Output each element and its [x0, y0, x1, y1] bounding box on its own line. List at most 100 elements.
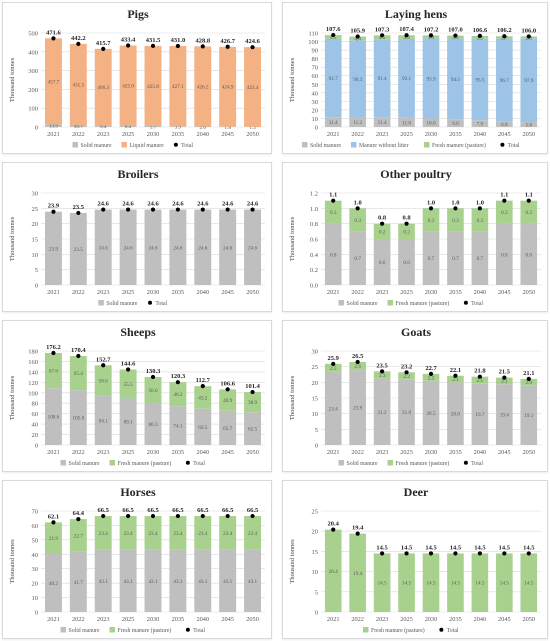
legend-swatch-solid-manure [60, 460, 66, 466]
total-label: 66.5 [172, 507, 184, 514]
y-tick-label: 0 [35, 283, 38, 290]
y-tick-label: 25 [312, 509, 319, 516]
chart-panel-other-poultry: Other poultry 0.0 0.2 0.4 0.6 0.8 1.0 1.2 Thousa… [282, 162, 548, 312]
y-axis-label: Thousand tonnes [289, 216, 296, 261]
data-label: 3.2 [477, 35, 484, 41]
x-tick-label: 2035 [172, 449, 185, 456]
total-point-2023 [101, 363, 106, 368]
y-tick-label: 10 [312, 116, 319, 123]
bar-solid-manure-2022 [69, 551, 87, 612]
data-label: 90.3 [353, 77, 362, 83]
x-tick-label: 2050 [246, 449, 259, 456]
data-label: 62.5 [248, 427, 257, 433]
total-point-2025 [126, 207, 131, 212]
total-point-2023 [101, 207, 106, 212]
total-label: 144.6 [121, 360, 136, 367]
legend-label: Solid manure [346, 461, 378, 467]
bar-fresh-manure-pasture-2025 [398, 223, 415, 239]
data-label: 11.0 [402, 120, 411, 126]
data-label: 5.7 [150, 124, 157, 130]
y-tick-label: 500 [28, 31, 38, 38]
y-tick-label: 10 [32, 595, 39, 602]
bar-manure-without-litter-2045 [496, 38, 513, 122]
total-point-2050 [250, 389, 255, 395]
y-tick-label: 30 [32, 566, 39, 573]
x-tick-label: 2030 [147, 289, 160, 296]
total-point-2030 [150, 43, 156, 48]
y-tick-label: 0 [35, 125, 38, 132]
data-label: 74.1 [173, 424, 182, 430]
y-tick-label: 60 [312, 73, 319, 80]
bar-fresh-manure-pasture-2035 [447, 208, 464, 232]
data-label: 425.0 [122, 83, 134, 89]
total-label: 1.1 [500, 192, 508, 199]
bar-fresh-manure-pasture-2021 [324, 529, 342, 612]
y-axis-label: Thousand tonnes [9, 375, 16, 420]
total-point-2050 [250, 207, 255, 212]
y-tick-label: 30 [312, 349, 319, 356]
y-tick-label: 0.8 [310, 221, 318, 228]
total-label: 23.9 [48, 203, 60, 210]
total-point-2022 [355, 531, 360, 536]
data-label: 0.7 [452, 256, 459, 262]
bar-solid-manure-2045 [219, 209, 237, 285]
y-tick-label: 0.2 [310, 267, 318, 274]
legend-label: Solid manure [346, 301, 378, 307]
legend-swatch-solid-manure [98, 300, 104, 306]
data-label: 97.9 [524, 78, 533, 84]
bar-fresh-manure-pasture-2021 [44, 522, 62, 554]
total-point-2025 [126, 367, 131, 372]
x-tick-label: 2035 [172, 289, 185, 296]
bar-solid-manure-2021 [44, 388, 62, 445]
total-label: 24.6 [147, 201, 159, 208]
bar-fresh-manure-pasture-2045 [496, 377, 513, 385]
chart-panel-goats: Goats 0 5 10 15 20 25 30 Thousand tonnes 23.4 2.5 2… [282, 320, 548, 472]
total-point-2022 [76, 516, 81, 522]
data-label: 65.7 [223, 426, 232, 432]
bar-fresh-manure-pasture-2022 [69, 356, 87, 391]
data-label: 14.5 [500, 581, 509, 587]
chart-panel-laying-hens: Laying hens 0 10 20 30 40 50 60 70 80 90 100 110 Thou… [282, 2, 548, 154]
data-label: 93.9 [426, 76, 435, 82]
bar-fresh-manure-pasture-2045 [219, 516, 237, 550]
total-point-2030 [150, 374, 156, 380]
bar-solid-manure-2025 [119, 125, 137, 127]
data-label: 43.1 [124, 579, 133, 585]
legend-swatch-fresh-manure-pasture [109, 627, 115, 633]
y-tick-label: 25 [312, 364, 319, 371]
total-point-2035 [175, 207, 180, 212]
legend-swatch-total [463, 300, 468, 305]
total-label: 106.6 [220, 380, 235, 387]
y-tick-label: 180 [28, 349, 38, 356]
bar-fresh-manure-pasture-2050 [520, 378, 538, 386]
bar-solid-manure-2022 [349, 231, 366, 285]
data-label: 0.3 [526, 210, 533, 216]
y-axis-label: Thousand tonnes [9, 57, 16, 102]
data-label: 3.9 [175, 125, 182, 131]
bar-solid-manure-2022 [69, 212, 87, 285]
data-label: 10.7 [74, 124, 83, 130]
total-point-2040 [200, 384, 205, 389]
total-point-2030 [150, 513, 156, 519]
bar-solid-manure-2023 [373, 239, 391, 285]
bar-solid-manure-2030 [144, 549, 162, 612]
legend-swatch-total [463, 460, 468, 465]
legend-swatch-solid-manure [338, 460, 344, 466]
data-label: 1.8 [224, 125, 231, 131]
total-point-2021 [51, 350, 56, 356]
bar-manure-without-litter-2030 [422, 38, 440, 119]
bar-solid-manure-2022 [69, 124, 87, 127]
bar-solid-manure-2050 [520, 122, 538, 127]
y-axis-label: Thousand tonnes [9, 539, 16, 584]
y-tick-label: 10 [312, 569, 319, 576]
x-tick-label: 2040 [196, 131, 209, 138]
legend-swatch-fresh-manure-pasture [387, 460, 393, 466]
data-label: 13.9 [49, 124, 58, 130]
total-point-2040 [477, 374, 482, 379]
total-point-2022 [355, 34, 360, 39]
data-label: 3.5 [452, 35, 459, 41]
data-label: 14.5 [451, 581, 460, 587]
data-label: 20.0 [451, 412, 460, 418]
bar-solid-manure-2050 [244, 209, 262, 285]
